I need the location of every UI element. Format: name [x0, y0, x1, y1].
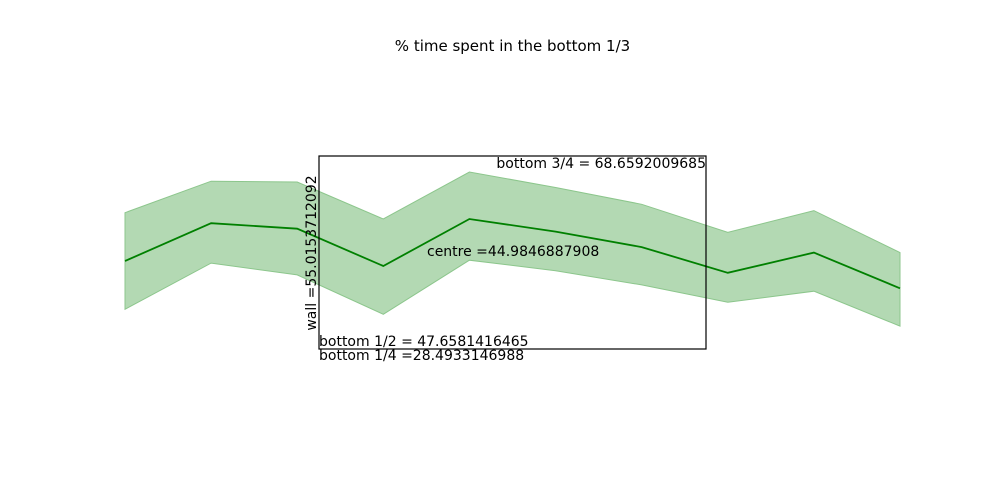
wall-label: wall =55.0153712092: [304, 175, 320, 330]
bottom-1-2-label: bottom 1/2 = 47.6581416465: [319, 334, 529, 350]
line-layer: [124, 218, 901, 290]
bottom-1-4-label: bottom 1/4 =28.4933146988: [319, 348, 524, 364]
bottom-3-4-label: bottom 3/4 = 68.6592009685: [496, 156, 706, 172]
chart-title: % time spent in the bottom 1/3: [394, 37, 631, 55]
annotation-box: [318, 155, 707, 350]
centre-label: centre =44.9846887908: [427, 244, 599, 260]
series-line-0: [124, 218, 901, 290]
